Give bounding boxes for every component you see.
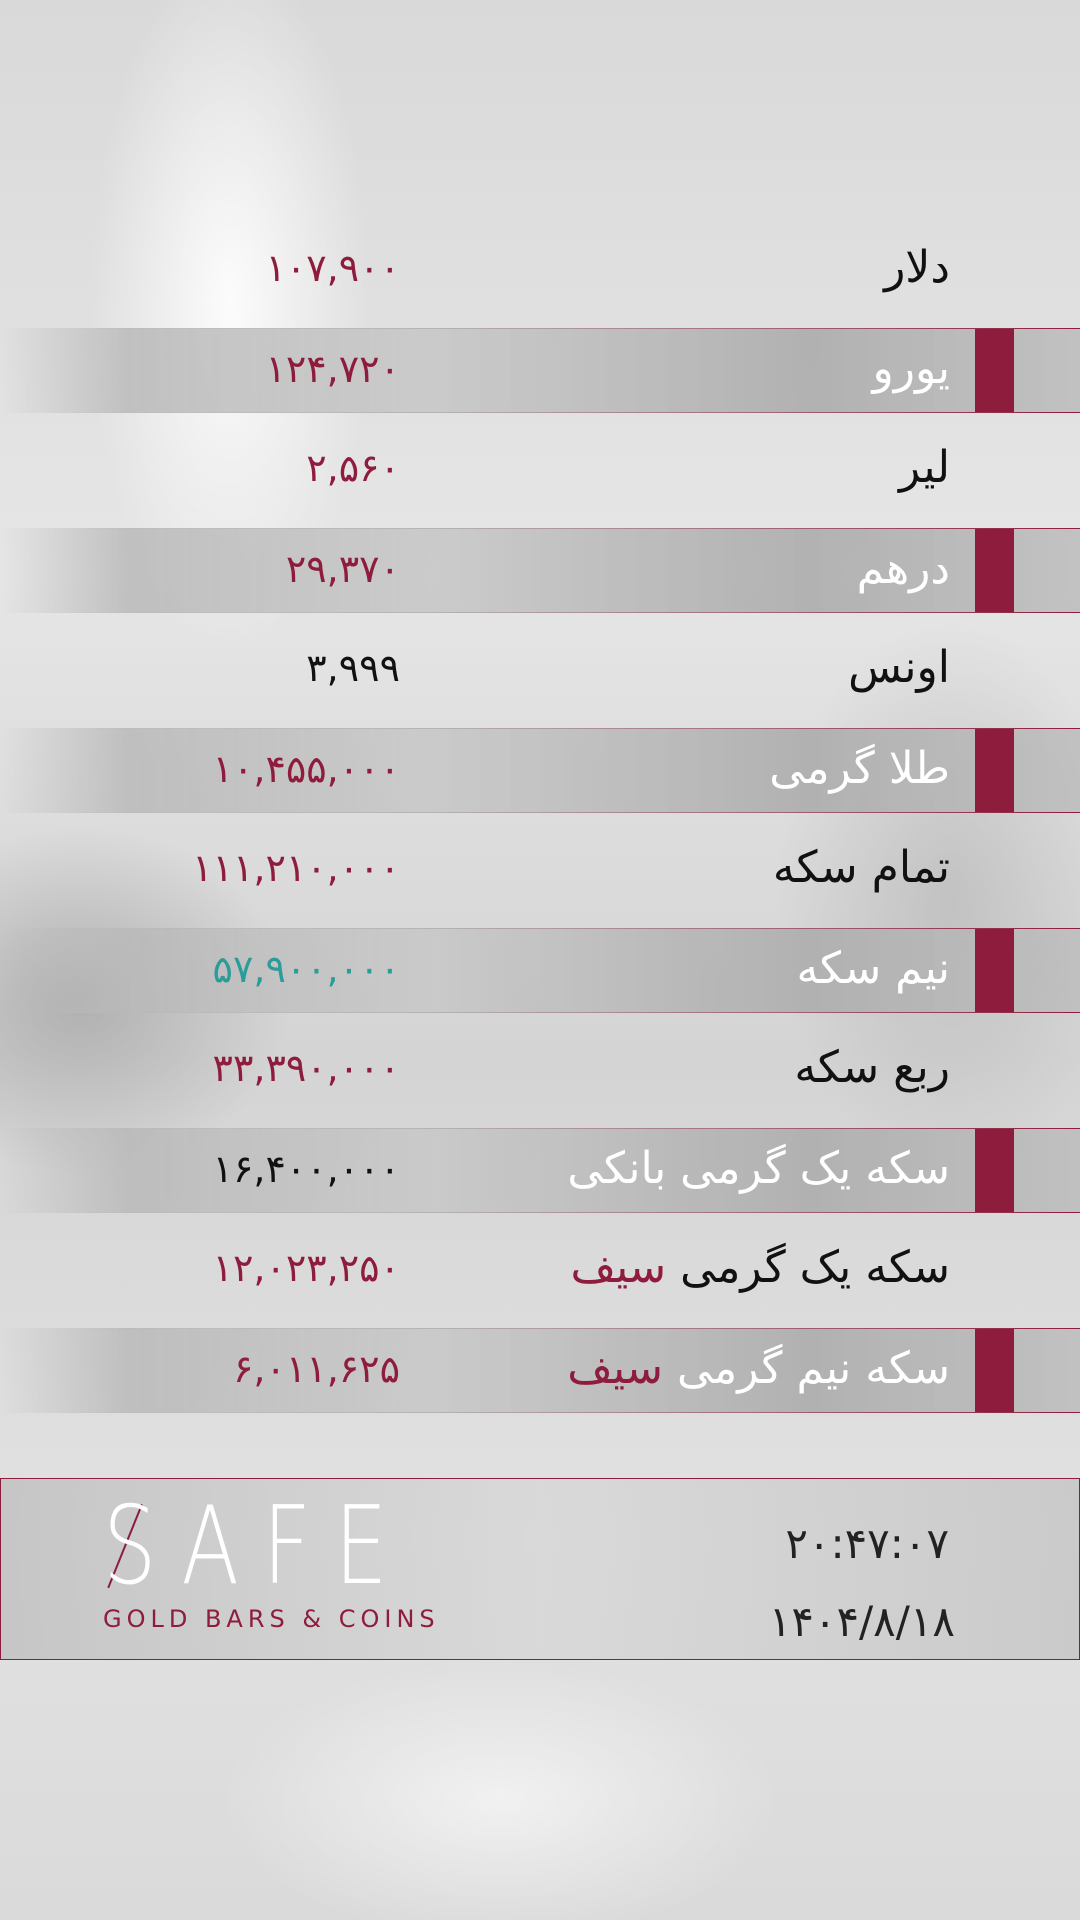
row-accent-bar xyxy=(975,1129,1014,1212)
rate-label: دلار xyxy=(884,241,950,292)
rate-label-brand: سیف xyxy=(567,1342,663,1394)
rate-label-text: نیم سکه xyxy=(796,942,950,994)
rate-label: سکه نیم گرمی سیف xyxy=(567,1342,950,1393)
rate-label: سکه یک گرمی سیف xyxy=(570,1241,950,1292)
rate-label-text: سکه یک گرمی بانکی xyxy=(567,1142,950,1194)
rate-row: دلار ۱۰۷,۹۰۰ xyxy=(0,211,1080,328)
rate-label: نیم سکه xyxy=(796,942,950,993)
row-accent-bar xyxy=(975,729,1014,812)
logo-text: SAFE xyxy=(103,1484,411,1609)
row-accent-bar xyxy=(975,529,1014,612)
rate-value: ۱۲۴,۷۲۰ xyxy=(265,346,400,391)
rate-label: طلا گرمی xyxy=(769,742,950,793)
rate-value: ۱۰۷,۹۰۰ xyxy=(265,245,400,290)
rate-label-brand: سیف xyxy=(570,1241,667,1293)
rate-row: طلا گرمی ۱۰,۴۵۵,۰۰۰ xyxy=(0,728,1080,813)
rate-value: ۱۱۱,۲۱۰,۰۰۰ xyxy=(192,845,400,890)
rate-row: درهم ۲۹,۳۷۰ xyxy=(0,528,1080,613)
rate-row: سکه نیم گرمی سیف ۶,۰۱۱,۶۲۵ xyxy=(0,1328,1080,1413)
rate-row: اونس ۳,۹۹۹ xyxy=(0,611,1080,728)
rate-label: درهم xyxy=(857,542,950,593)
rate-value: ۱۶,۴۰۰,۰۰۰ xyxy=(212,1146,400,1191)
rate-label-text: تمام سکه xyxy=(772,841,950,893)
rate-label-text: دلار xyxy=(884,241,950,293)
rate-row: نیم سکه ۵۷,۹۰۰,۰۰۰ xyxy=(0,928,1080,1013)
rate-label: ربع سکه xyxy=(794,1041,950,1092)
row-accent-bar xyxy=(975,929,1014,1012)
rate-label: سکه یک گرمی بانکی xyxy=(567,1142,950,1193)
rate-value: ۲۹,۳۷۰ xyxy=(285,546,400,591)
logo-subtitle: GOLD BARS & COINS xyxy=(103,1605,440,1633)
rate-label-text: ربع سکه xyxy=(794,1041,950,1093)
rate-label: یورو xyxy=(873,342,950,393)
rate-row: یورو ۱۲۴,۷۲۰ xyxy=(0,328,1080,413)
rate-value: ۶,۰۱۱,۶۲۵ xyxy=(232,1346,400,1391)
clock-time: ۲۰:۴۷:۰۷ xyxy=(785,1519,949,1568)
row-accent-bar xyxy=(975,329,1014,412)
clock-date: ۱۴۰۴/۸/۱۸ xyxy=(768,1597,955,1646)
rate-row: لیر ۲,۵۶۰ xyxy=(0,411,1080,528)
rate-row: سکه یک گرمی بانکی ۱۶,۴۰۰,۰۰۰ xyxy=(0,1128,1080,1213)
rate-row: سکه یک گرمی سیف ۱۲,۰۲۳,۲۵۰ xyxy=(0,1211,1080,1328)
rate-value: ۱۲,۰۲۳,۲۵۰ xyxy=(212,1245,400,1290)
rate-label-text: لیر xyxy=(899,441,950,493)
rate-label-text: طلا گرمی xyxy=(769,742,950,794)
rate-label-text: اونس xyxy=(848,641,950,693)
row-accent-bar xyxy=(975,1329,1014,1412)
footer-panel: SAFE GOLD BARS & COINS ۲۰:۴۷:۰۷ ۱۴۰۴/۸/۱… xyxy=(0,1478,1080,1660)
rate-label-text: درهم xyxy=(856,542,950,594)
rate-value: ۱۰,۴۵۵,۰۰۰ xyxy=(212,746,400,791)
rate-label: تمام سکه xyxy=(773,841,950,892)
rate-value: ۳,۹۹۹ xyxy=(306,645,400,690)
rate-value: ۳۳,۳۹۰,۰۰۰ xyxy=(212,1045,400,1090)
safe-logo: SAFE GOLD BARS & COINS xyxy=(103,1484,498,1634)
rate-label: اونس xyxy=(848,641,950,692)
rate-label-text: یورو xyxy=(872,342,950,394)
rate-value: ۲,۵۶۰ xyxy=(306,445,400,490)
rate-value: ۵۷,۹۰۰,۰۰۰ xyxy=(212,946,400,991)
rate-label-text: سکه یک گرمی xyxy=(680,1241,950,1293)
rate-label-text: سکه نیم گرمی xyxy=(676,1342,950,1394)
rate-label: لیر xyxy=(899,441,950,492)
rate-row: تمام سکه ۱۱۱,۲۱۰,۰۰۰ xyxy=(0,811,1080,928)
rate-row: ربع سکه ۳۳,۳۹۰,۰۰۰ xyxy=(0,1011,1080,1128)
